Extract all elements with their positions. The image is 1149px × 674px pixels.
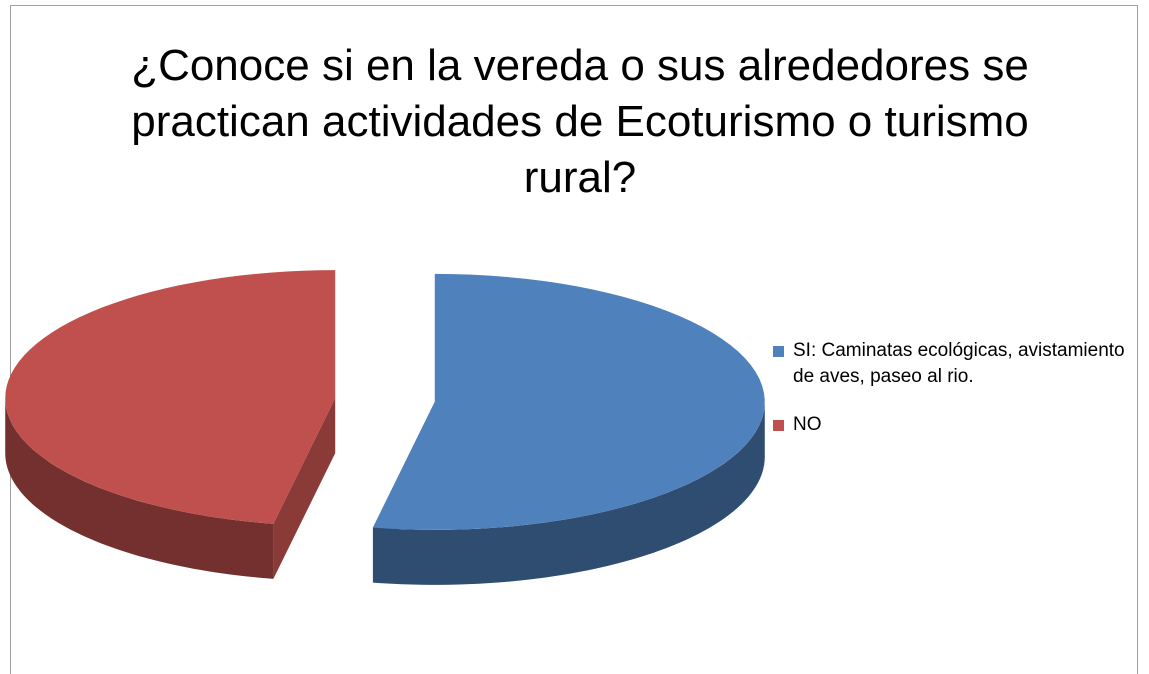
legend-swatch (773, 346, 784, 357)
legend-label: SI: Caminatas ecológicas, avistamiento d… (793, 340, 1125, 387)
slice-side (372, 401, 765, 585)
legend-item: NO (773, 412, 1143, 438)
slice-top (372, 273, 765, 530)
chart-title: ¿Conoce si en la vereda o sus alrededore… (131, 41, 1029, 202)
pie-slice (5, 270, 336, 579)
legend-swatch (773, 420, 784, 431)
slice-top (5, 270, 336, 524)
legend-label: NO (793, 414, 822, 435)
legend: SI: Caminatas ecológicas, avistamiento d… (773, 338, 1143, 460)
slice-wall (273, 398, 336, 579)
legend-item: SI: Caminatas ecológicas, avistamiento d… (773, 338, 1143, 390)
chart-frame (10, 5, 1138, 674)
pie-slice (372, 273, 765, 585)
slice-side (5, 398, 274, 579)
